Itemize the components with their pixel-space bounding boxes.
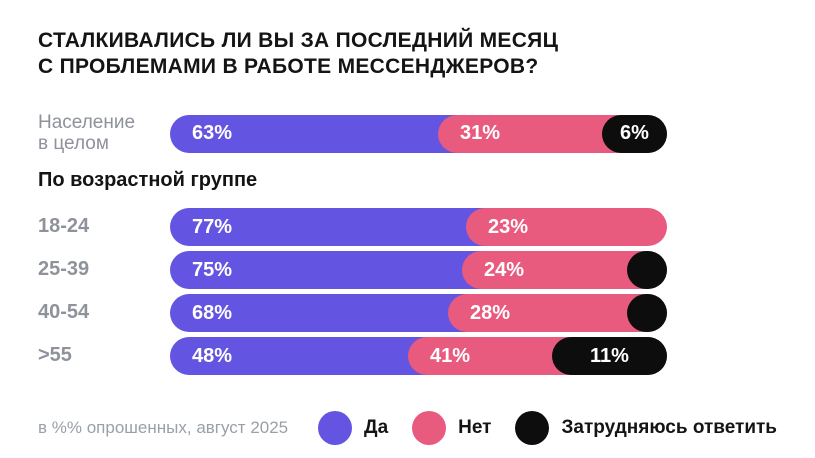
legend-item-no: Нет	[412, 411, 492, 446]
stacked-bar: 77% 23%	[170, 208, 667, 247]
legend-dot-yes-icon	[318, 411, 353, 446]
percent-label-yes: 63%	[192, 122, 233, 145]
chart-body: Население в целом 63% 31% 6% По возрастной г…	[38, 113, 777, 376]
chart-row: >55 48% 41% 11%	[38, 337, 777, 376]
percent-label-yes: 77%	[192, 215, 233, 238]
age-rows-group: 18-24 77% 23% 25-39 75% 24% 40-54 68% 28% >55 48% 4…	[38, 208, 777, 376]
percent-label-yes: 48%	[192, 344, 233, 367]
bar-segment-undecided	[627, 251, 667, 290]
row-label: 18-24	[38, 215, 90, 238]
bar-segment-yes: 63%	[170, 114, 476, 153]
legend-label-yes: Да	[364, 417, 389, 439]
stacked-bar: 68% 28%	[170, 294, 667, 333]
percent-label-no: 41%	[430, 344, 471, 367]
bar-segment-yes: 68%	[170, 294, 486, 333]
bar-segment-yes: 75%	[170, 251, 500, 290]
chart-row: Население в целом 63% 31% 6%	[38, 113, 777, 154]
percent-label-no: 24%	[484, 258, 525, 281]
row-label: 40-54	[38, 301, 90, 324]
legend: Да Нет Затрудняюсь ответить	[318, 411, 777, 446]
chart-footer: в %% опрошенных, август 2025 Да Нет Затр…	[38, 411, 777, 446]
legend-item-yes: Да	[318, 411, 389, 446]
bar-segment-yes: 77%	[170, 208, 504, 247]
bar-segment-no: 23%	[466, 208, 667, 247]
bar-segment-undecided: 11%	[552, 337, 667, 376]
legend-item-undecided: Затрудняюсь ответить	[515, 411, 777, 446]
legend-dot-undecided-icon	[515, 411, 550, 446]
section-header: По возрастной группе	[38, 169, 258, 192]
percent-label-undecided: 6%	[620, 122, 649, 145]
percent-label-undecided: 11%	[590, 344, 629, 367]
row-label-line: в целом	[38, 132, 109, 154]
percent-label-no: 23%	[488, 215, 529, 238]
row-label: Население в целом	[38, 113, 170, 154]
stacked-bar: 63% 31% 6%	[170, 114, 667, 153]
percent-label-yes: 68%	[192, 301, 233, 324]
percent-label-no: 28%	[470, 301, 511, 324]
chart-title: Сталкивались ли вы за последний месяц с …	[38, 28, 777, 79]
bar-segment-yes: 48%	[170, 337, 446, 376]
bar-segment-undecided: 6%	[602, 114, 667, 153]
legend-dot-no-icon	[412, 411, 447, 446]
chart-title-line-2: с проблемами в работе мессенджеров?	[38, 54, 539, 78]
percent-label-no: 31%	[460, 122, 501, 145]
chart-row: 18-24 77% 23%	[38, 208, 777, 247]
bar-segment-undecided	[627, 294, 667, 333]
stacked-bar: 75% 24%	[170, 251, 667, 290]
chart-row: 25-39 75% 24%	[38, 251, 777, 290]
row-label-line: Население	[38, 112, 136, 134]
row-label: >55	[38, 344, 72, 367]
chart-title-line-1: Сталкивались ли вы за последний месяц	[38, 29, 559, 52]
legend-label-no: Нет	[458, 417, 492, 439]
legend-label-undecided: Затрудняюсь ответить	[561, 417, 777, 439]
overall-row-group: Население в целом 63% 31% 6%	[38, 113, 777, 154]
stacked-bar: 48% 41% 11%	[170, 337, 667, 376]
chart-row: 40-54 68% 28%	[38, 294, 777, 333]
footnote: в %% опрошенных, август 2025	[38, 418, 289, 438]
percent-label-yes: 75%	[192, 258, 233, 281]
row-label: 25-39	[38, 258, 90, 281]
